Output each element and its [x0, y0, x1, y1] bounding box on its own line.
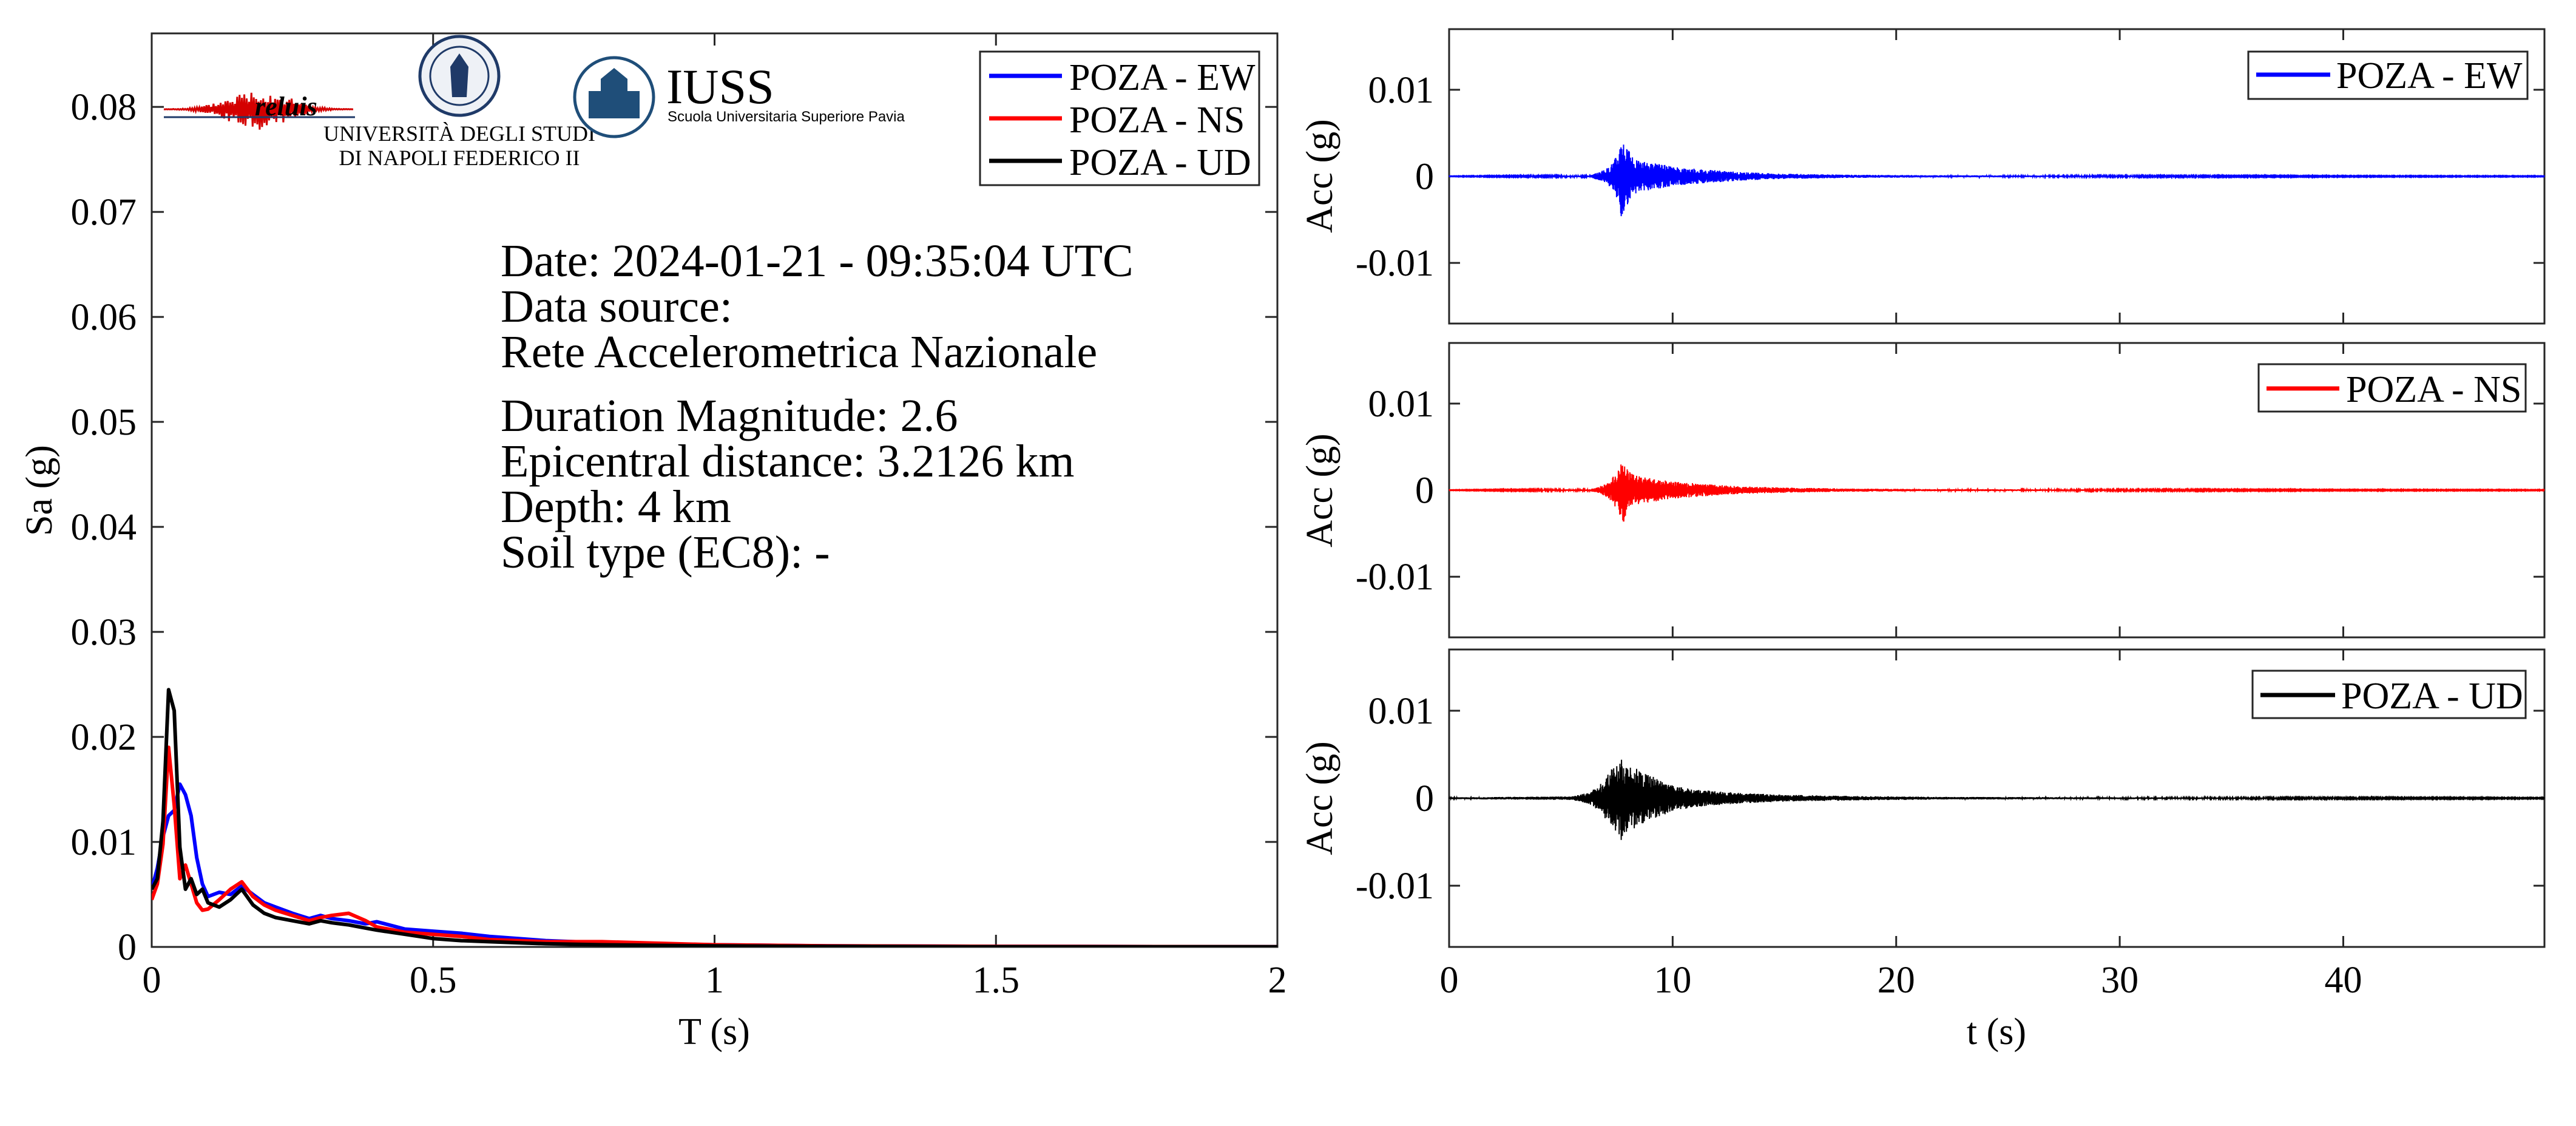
event-date: Date: 2024-01-21 - 09:35:04 UTC — [501, 236, 1134, 287]
accelerogram-ytick-label: -0.01 — [1356, 866, 1434, 907]
legend-label-ud: POZA - UD — [1069, 142, 1251, 183]
spectrum-xtick-label: 0 — [143, 960, 161, 1001]
accelerogram-ytick-label: -0.01 — [1356, 557, 1434, 598]
spectrum-chart: 0 0.5 1 1.5 2 0 0.01 0.02 0.03 0.04 0.05 0.06 0.07 0.… — [19, 32, 1287, 1053]
event-depth: Depth: 4 km — [501, 481, 731, 532]
legend-label-ns: POZA - NS — [1069, 100, 1245, 141]
spectrum-ytick-label: 0.07 — [71, 192, 137, 233]
event-source-label: Data source: — [501, 281, 732, 332]
event-distance: Epicentral distance: 3.2126 km — [501, 436, 1075, 487]
accelerogram-ytick-label: 0 — [1415, 157, 1434, 198]
spectrum-ytick-label: 0.02 — [71, 717, 137, 758]
accelerogram-ytick-label: 0 — [1415, 470, 1434, 512]
spectrum-ytick-label: 0.01 — [71, 822, 137, 863]
spectrum-ytick-label: 0.04 — [71, 507, 137, 548]
spectrum-xtick-label: 0.5 — [410, 960, 457, 1001]
iuss-logo: IUSS Scuola Universitaria Superiore Pavi… — [573, 56, 905, 138]
spectrum-ytick-label: 0.08 — [71, 87, 137, 128]
accelerogram-ew-ylabel: Acc (g) — [1299, 119, 1340, 233]
accelerogram-ns-panel: -0.01 0 0.01 Acc (g) POZA - NS — [1299, 342, 2546, 639]
accelerogram-ytick-label: 0.01 — [1368, 691, 1435, 732]
accelerogram-ew-legend-label: POZA - EW — [2336, 55, 2523, 97]
reluis-seismogram-mark — [163, 92, 354, 130]
iuss-title: IUSS — [666, 59, 774, 114]
spectrum-ytick-label: 0.06 — [71, 297, 137, 338]
accelerogram-ud-legend-label: POZA - UD — [2341, 676, 2523, 717]
accelerogram-ns-ticks: -0.01 0 0.01 — [1356, 343, 2544, 637]
accelerogram-ytick-label: -0.01 — [1356, 243, 1434, 284]
spectrum-xtick-label: 2 — [1268, 960, 1287, 1001]
spectrum-xtick-label: 1 — [705, 960, 724, 1001]
unina-seal-inner — [429, 46, 490, 106]
accelerogram-ew-panel: -0.01 0 0.01 Acc (g) POZA - EW — [1299, 28, 2546, 325]
event-soil: Soil type (EC8): - — [501, 527, 830, 578]
unina-line1: UNIVERSITÀ DEGLI STUDI — [323, 121, 595, 146]
unina-line2: DI NAPOLI FEDERICO II — [339, 146, 580, 170]
event-source-value: Rete Accelerometrica Nazionale — [501, 327, 1097, 378]
unina-logo: UNIVERSITÀ DEGLI STUDI DI NAPOLI FEDERIC… — [323, 35, 595, 170]
accelerogram-ytick-label: 0.01 — [1368, 384, 1435, 425]
accelerogram-ns-ylabel: Acc (g) — [1299, 433, 1340, 548]
spectrum-series-ew — [152, 782, 1277, 947]
spectrum-series — [152, 688, 1277, 947]
accelerogram-xtick-label: 20 — [1878, 960, 1915, 1001]
event-magnitude: Duration Magnitude: 2.6 — [501, 390, 958, 441]
unina-seal-figure — [450, 53, 468, 97]
spectrum-ticks: 0 0.5 1 1.5 2 0 0.01 0.02 0.03 0.04 0.05 0.06 0.07 0.… — [71, 33, 1287, 1001]
accelerogram-ew-trace — [1449, 144, 2545, 217]
accelerogram-ud-panel: 0 10 20 30 40 -0.01 0 0.01 Acc (g) POZA - UD t … — [1299, 648, 2546, 1053]
spectrum-ytick-label: 0.05 — [71, 402, 137, 443]
spectrum-ytick-label: 0 — [118, 927, 137, 968]
spectrum-series-ud — [152, 688, 1277, 947]
accelerogram-ytick-label: 0.01 — [1368, 70, 1435, 111]
accelerogram-ew-ticks: -0.01 0 0.01 — [1356, 29, 2544, 324]
spectrum-legend: POZA - EW POZA - NS POZA - UD — [979, 50, 1260, 186]
accelerogram-ud-ticks: 0 10 20 30 40 -0.01 0 0.01 — [1356, 649, 2544, 1001]
accelerogram-xtick-label: 40 — [2324, 960, 2362, 1001]
accelerogram-ud-ylabel: Acc (g) — [1299, 741, 1340, 855]
accelerogram-ns-legend-label: POZA - NS — [2346, 369, 2521, 410]
accelerogram-ud-trace — [1449, 759, 2545, 840]
spectrum-xtick-label: 1.5 — [973, 960, 1020, 1001]
spectrum-ylabel: Sa (g) — [19, 445, 60, 536]
event-info: Date: 2024-01-21 - 09:35:04 UTC Data sou… — [501, 236, 1134, 578]
accelerogram-xtick-label: 10 — [1654, 960, 1691, 1001]
accelerogram-xtick-label: 0 — [1440, 960, 1459, 1001]
legend-label-ew: POZA - EW — [1069, 57, 1256, 98]
iuss-subtitle: Scuola Universitaria Superiore Pavia — [668, 109, 905, 125]
accelerogram-ns-trace — [1449, 464, 2545, 522]
spectrum-ytick-label: 0.03 — [71, 612, 137, 653]
iuss-emblem-building — [589, 68, 640, 118]
accelerogram-xtick-label: 30 — [2101, 960, 2138, 1001]
accelerogram-xlabel: t (s) — [1967, 1011, 2026, 1053]
accelerogram-ytick-label: 0 — [1415, 778, 1434, 819]
spectrum-xlabel: T (s) — [678, 1011, 750, 1053]
reluis-logo: reluis — [163, 92, 355, 130]
